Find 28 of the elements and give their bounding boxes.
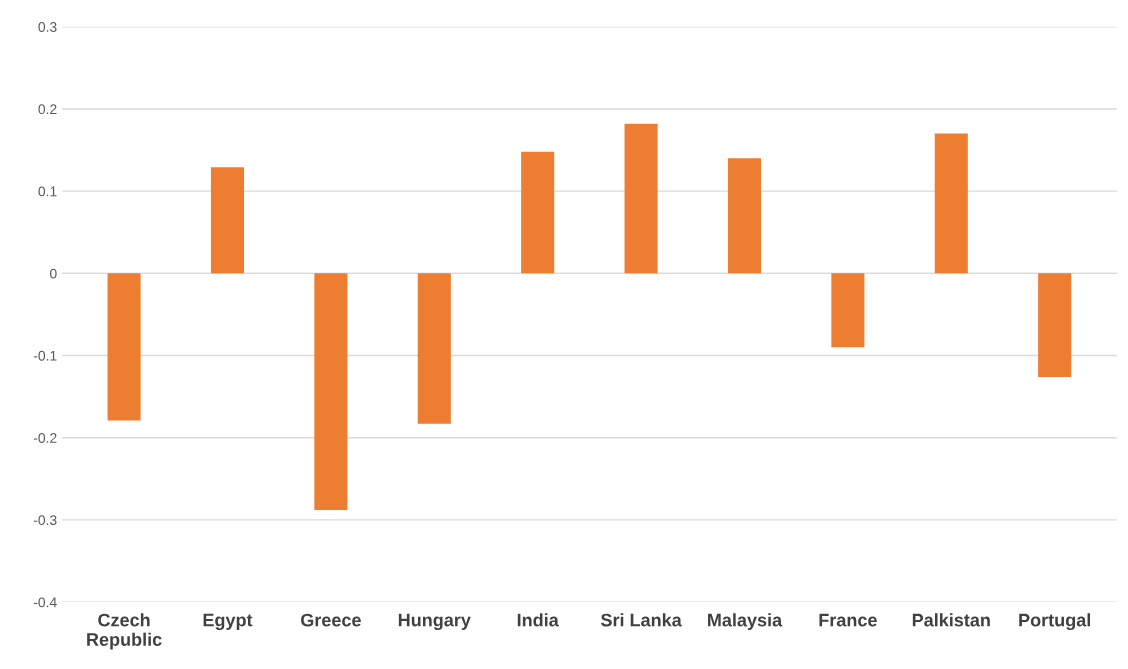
bar <box>417 273 451 424</box>
y-tick-label: -0.2 <box>33 433 57 443</box>
y-tick-label: 0.1 <box>38 186 57 197</box>
x-tick-label: Palkistan <box>912 613 990 627</box>
bar <box>521 151 555 274</box>
y-tick-label: -0.3 <box>33 515 57 526</box>
x-tick-label: Czech Republic <box>87 613 162 650</box>
y-tick-label: 0 <box>50 268 57 279</box>
y-tick-label: 0.3 <box>38 22 57 32</box>
x-tick-label: Greece <box>301 613 361 627</box>
y-tick-label: 0.2 <box>38 104 57 115</box>
x-tick-label: Egypt <box>203 613 253 631</box>
bar <box>727 158 762 274</box>
bar <box>934 133 968 274</box>
bar <box>210 167 245 274</box>
bar <box>107 273 141 421</box>
bar <box>831 273 865 348</box>
y-tick-label: -0.4 <box>33 597 57 608</box>
x-tick-label: France <box>819 613 877 627</box>
x-tick-label: Hungary <box>398 613 471 631</box>
y-tick-label: -0.1 <box>33 350 57 361</box>
bar <box>624 123 658 274</box>
x-tick-label: India <box>517 613 559 627</box>
x-tick-label: Sri Lanka <box>600 613 682 627</box>
x-tick-label: Malaysia <box>708 613 783 631</box>
x-tick-label: Portugal <box>1019 613 1091 631</box>
bar <box>1038 273 1072 377</box>
bar <box>314 273 348 511</box>
